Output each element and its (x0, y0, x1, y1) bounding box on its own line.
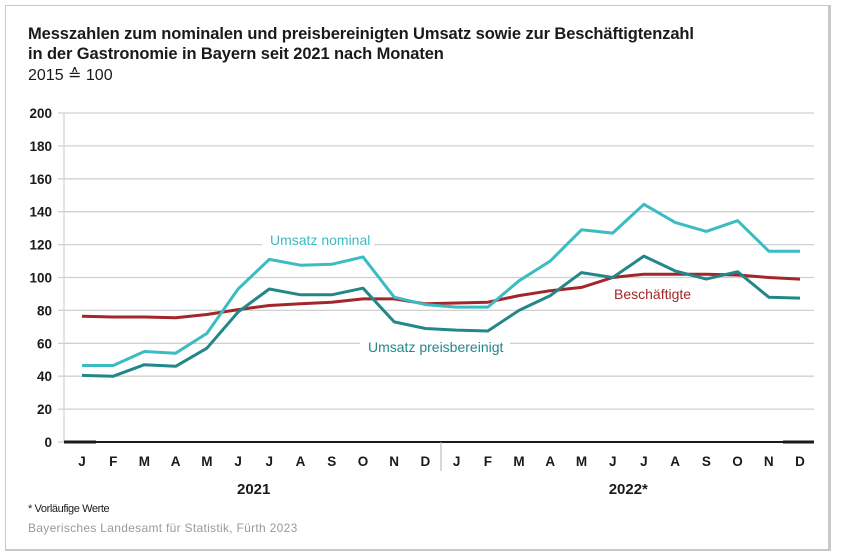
chart-title: Messzahlen zum nominalen und preisberein… (28, 24, 694, 64)
y-tick-label: 40 (37, 369, 52, 384)
y-tick-label: 100 (29, 271, 52, 286)
y-tick-label: 160 (29, 172, 52, 187)
x-tick-label: J (453, 454, 461, 469)
chart-title-line-2: in der Gastronomie in Bayern seit 2021 n… (28, 45, 444, 63)
series-label-real: Umsatz preisbereinigt (368, 339, 503, 355)
y-axis: 0 20 40 60 80 100 120 140 160 180 200 (29, 106, 52, 450)
x-tick-label: M (139, 454, 150, 469)
series-line-beschäftigte (81, 272, 801, 320)
y-tick-label: 20 (37, 402, 52, 417)
x-tick-label: A (296, 454, 306, 469)
x-tick-label: O (732, 454, 743, 469)
x-tick-label: N (389, 454, 399, 469)
y-tick-label: 200 (29, 106, 52, 121)
x-tick-label: N (764, 454, 774, 469)
y-tick-label: 140 (29, 205, 52, 220)
series-label-nominal: Umsatz nominal (270, 232, 370, 248)
series-line-umsatz-nominal (82, 202, 800, 367)
x-tick-label: M (513, 454, 524, 469)
x-axis: J F M A M J J A S O N D J F M A M J J A S O N D 2021 2022* (64, 440, 814, 498)
x-tick-label: J (640, 454, 648, 469)
source-note: Bayerisches Landesamt für Statistik, Für… (28, 521, 298, 535)
y-tick-label: 180 (29, 139, 52, 154)
x-tick-label: F (109, 454, 117, 469)
x-tick-label: S (702, 454, 711, 469)
x-tick-label: F (484, 454, 492, 469)
y-tick-label: 80 (37, 303, 52, 318)
x-tick-label: S (327, 454, 336, 469)
x-tick-label: A (670, 454, 680, 469)
series-label-employment: Beschäftigte (614, 286, 691, 302)
x-tick-label: J (78, 454, 86, 469)
series-line-umsatz-preisbereinigt (81, 254, 801, 378)
label-bg-nominal (262, 230, 374, 248)
y-tick-label: 0 (44, 435, 52, 450)
y-tick-label: 60 (37, 336, 52, 351)
x-tick-label: J (266, 454, 274, 469)
x-tick-label: D (795, 454, 805, 469)
label-bg-real (360, 337, 510, 355)
x-tick-label: O (358, 454, 369, 469)
chart-subtitle: 2015 ≙ 100 (28, 67, 113, 84)
x-tick-label: J (609, 454, 617, 469)
series-labels: Umsatz nominal Umsatz preisbereinigt Bes… (262, 230, 691, 355)
year-label: 2021 (237, 481, 270, 498)
series-lines (81, 202, 801, 378)
x-tick-label: A (545, 454, 555, 469)
x-tick-label: D (421, 454, 431, 469)
year-label: 2022* (609, 481, 648, 498)
x-tick-label: J (234, 454, 242, 469)
y-tick-label: 120 (29, 238, 52, 253)
x-tick-label: M (576, 454, 587, 469)
chart-title-line-1: Messzahlen zum nominalen und preisberein… (28, 25, 694, 43)
x-tick-label: M (201, 454, 212, 469)
footnote: * Vorläufige Werte (28, 503, 110, 515)
x-tick-label: A (171, 454, 181, 469)
